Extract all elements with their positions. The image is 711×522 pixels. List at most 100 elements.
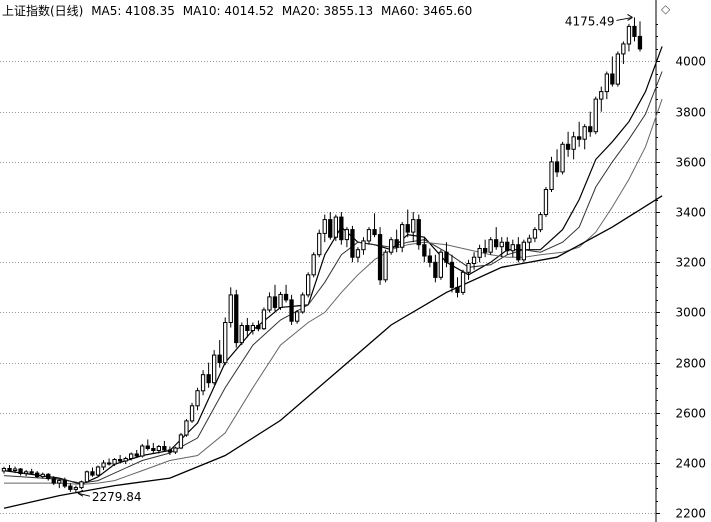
candle — [455, 277, 460, 298]
candle — [427, 248, 433, 268]
candle — [460, 269, 466, 295]
candle-body-down — [610, 73, 615, 85]
candle-body-up — [499, 241, 504, 248]
candle — [101, 460, 106, 471]
candle-body-up — [278, 293, 283, 308]
candle — [173, 446, 178, 454]
candle-body-down — [433, 261, 438, 278]
candle-body-up — [311, 254, 316, 276]
candle — [405, 209, 410, 238]
candle-body-down — [339, 216, 344, 241]
candle — [239, 322, 244, 346]
candle-body-down — [145, 445, 150, 449]
candle-body-down — [637, 35, 643, 50]
candle-body-up — [1, 468, 7, 472]
candle — [372, 213, 377, 238]
candle-body-up — [621, 43, 626, 55]
candle — [516, 237, 521, 263]
diamond-icon[interactable]: ◇ — [661, 2, 671, 16]
candle-body-up — [361, 240, 366, 251]
candle — [549, 156, 554, 192]
candle — [283, 284, 289, 303]
candle-body-down — [167, 449, 173, 453]
candle-body-up — [112, 459, 117, 465]
candle-body-up — [471, 256, 477, 265]
candle-body-up — [95, 466, 101, 476]
candle-body-down — [565, 143, 571, 150]
candle-body-up — [261, 309, 267, 330]
candle-body-up — [366, 229, 372, 242]
candle — [189, 402, 195, 423]
candle-body-up — [212, 354, 217, 384]
candle-body-up — [228, 294, 233, 323]
candle-body-up — [383, 251, 388, 281]
candle-body-up — [73, 487, 78, 490]
y-tick-label: 3200 — [675, 256, 706, 270]
candle-body-up — [129, 453, 134, 459]
high-marker-arrow — [627, 14, 633, 21]
candle-body-down — [35, 472, 40, 478]
candle-body-up — [79, 481, 84, 489]
candle — [250, 322, 255, 335]
candle-body-up — [223, 322, 228, 364]
y-tick-label: 2800 — [675, 357, 706, 371]
candle — [57, 479, 62, 489]
candle — [510, 239, 515, 258]
candle — [267, 292, 272, 313]
candle-body-down — [483, 248, 488, 253]
candle — [560, 141, 565, 175]
candle-body-up — [411, 219, 416, 233]
candle-body-up — [593, 98, 598, 133]
candle-body-down — [51, 478, 56, 484]
candle — [223, 317, 228, 366]
candle — [355, 247, 361, 263]
candle — [300, 292, 305, 314]
candle-body-up — [438, 251, 444, 278]
candle — [106, 458, 112, 466]
candle — [62, 477, 68, 489]
ma60-readout: MA60: 3465.60 — [381, 4, 473, 18]
candle-body-down — [46, 473, 51, 480]
y-axis: 2200 2400 2600 2800 3000 3200 3400 3600 3800 4000 — [655, 0, 706, 522]
candle — [361, 237, 366, 255]
candle — [394, 229, 399, 253]
ma20-readout: MA20: 3855.13 — [281, 4, 374, 18]
candle — [167, 446, 173, 455]
candle — [626, 23, 632, 52]
candle-body-down — [394, 239, 399, 248]
candle — [322, 214, 327, 243]
ma-line-ma20 — [4, 98, 663, 485]
candle-body-up — [532, 229, 538, 239]
chart-header: 上证指数(日线) MA5: 4108.35 MA10: 4014.52 MA20… — [2, 2, 476, 19]
candle — [245, 317, 250, 338]
candle-body-up — [173, 447, 178, 453]
candle — [637, 21, 643, 52]
candle-body-down — [7, 468, 12, 471]
candle-body-down — [151, 448, 156, 451]
candle — [400, 222, 405, 253]
candle — [577, 121, 582, 147]
candle — [582, 124, 587, 150]
candle-body-up — [527, 237, 532, 243]
candle — [433, 254, 438, 283]
candle — [217, 340, 222, 368]
candle — [112, 458, 117, 467]
candle-body-down — [632, 25, 637, 37]
candle — [140, 443, 145, 458]
candle-body-down — [18, 468, 23, 474]
candle-body-up — [200, 374, 206, 392]
candle-body-up — [267, 296, 272, 311]
candle-body-up — [101, 462, 106, 468]
candle — [317, 229, 322, 258]
candle-body-up — [195, 390, 200, 407]
candle — [538, 212, 543, 233]
candle-body-up — [466, 263, 471, 273]
candle — [40, 472, 45, 479]
candle — [29, 468, 34, 475]
candle-body-down — [554, 161, 560, 173]
candle-body-up — [306, 274, 311, 296]
candle — [123, 456, 128, 465]
candle — [444, 242, 449, 268]
candle — [471, 252, 477, 270]
